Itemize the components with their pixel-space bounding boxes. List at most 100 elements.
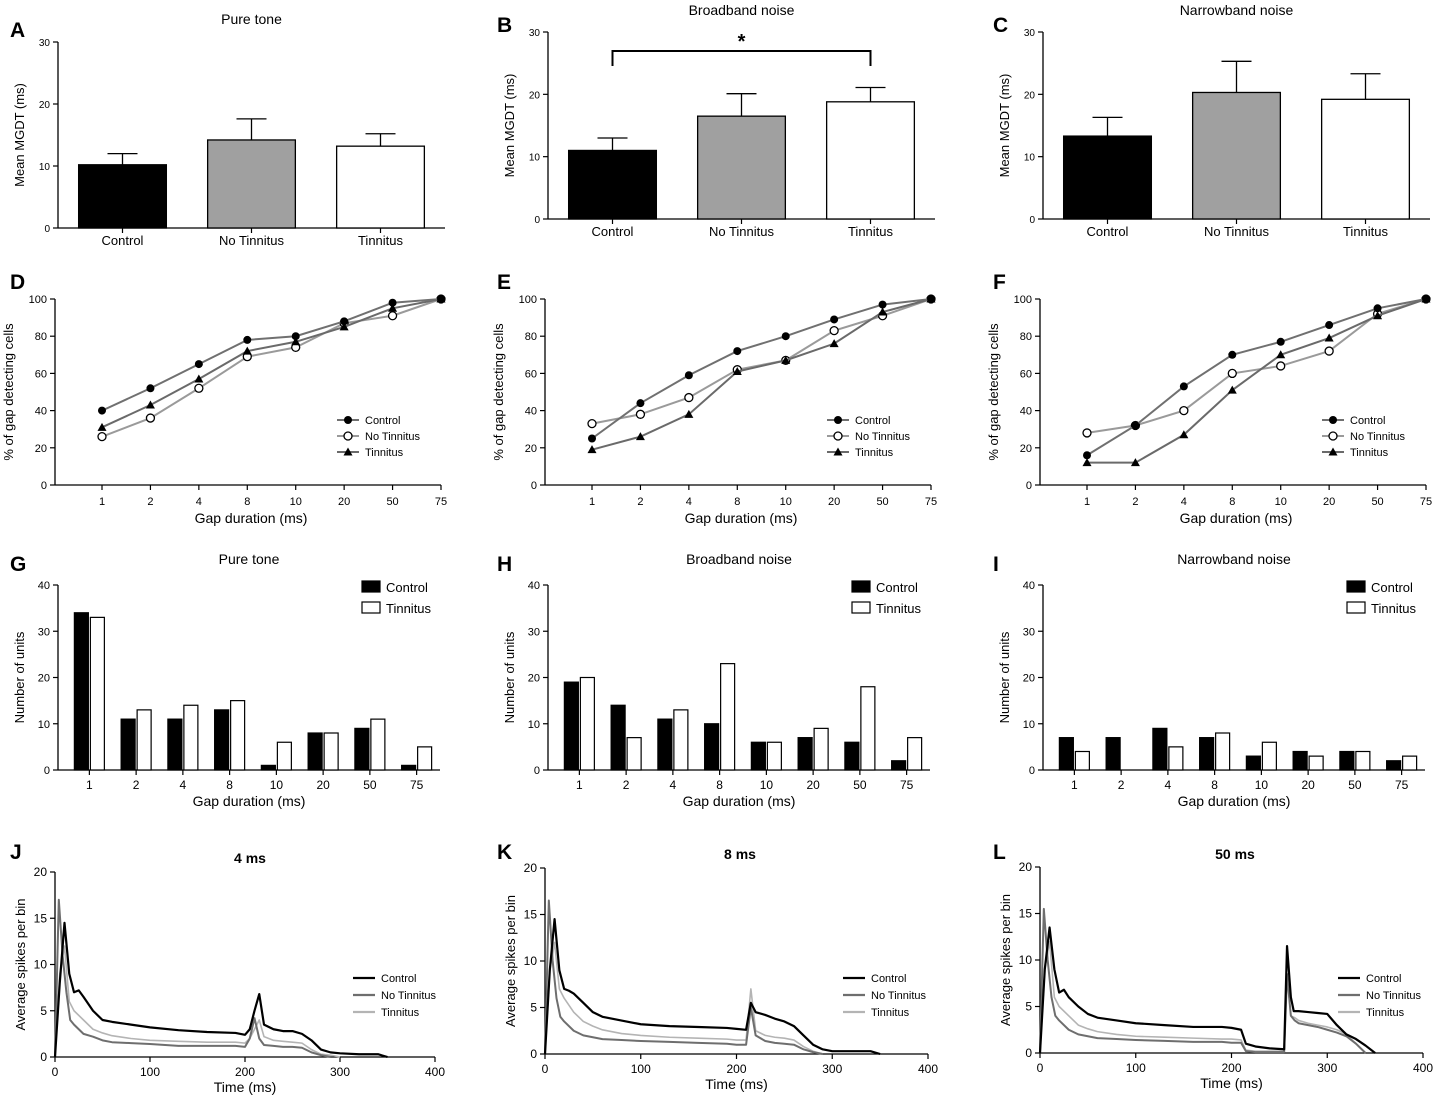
x-tick-label: 75 bbox=[410, 778, 424, 792]
point-no-tinnitus bbox=[97, 431, 107, 442]
y-tick-label: 30 bbox=[1024, 28, 1036, 39]
legend-marker bbox=[833, 431, 843, 441]
bar-control bbox=[120, 718, 136, 771]
y-tick-label: 0 bbox=[530, 1047, 537, 1061]
bar-control bbox=[401, 764, 417, 771]
bar-tinnitus bbox=[1074, 750, 1090, 771]
point-tinnitus bbox=[1276, 350, 1286, 359]
y-tick-label: 30 bbox=[529, 28, 541, 39]
panel-letter-h: H bbox=[497, 553, 512, 576]
chart-panel-j: 4 ms 0 5 10 15 20 Average spikes per bin 0 100 20… bbox=[13, 850, 445, 1095]
legend-label: Tinnitus bbox=[871, 1007, 910, 1019]
point-control bbox=[243, 335, 252, 344]
bar-control bbox=[1058, 737, 1074, 771]
chart-panel-e: 0 20 40 60 80 100 % of gap detecting cells 1 2 4 8… bbox=[491, 294, 937, 526]
y-tick-label: 20 bbox=[1023, 673, 1035, 685]
x-tick-label: 8 bbox=[1211, 778, 1218, 792]
point-tinnitus bbox=[145, 400, 155, 409]
y-tick-label: 0 bbox=[534, 765, 540, 777]
point-no-tinnitus bbox=[1324, 346, 1334, 356]
chart-panel-d: 0 20 40 60 80 100 % of gap detecting cells 1 2 4 8… bbox=[1, 294, 447, 526]
legend-swatch bbox=[851, 580, 871, 593]
legend-label: Tinnitus bbox=[386, 601, 432, 616]
x-tick-label: 10 bbox=[760, 778, 774, 792]
point-tinnitus bbox=[1082, 458, 1092, 467]
legend-label: Tinnitus bbox=[1350, 447, 1389, 459]
x-tick-label: 2 bbox=[1118, 778, 1125, 792]
point-control bbox=[588, 434, 596, 443]
y-tick-label: 10 bbox=[1019, 953, 1033, 967]
point-control bbox=[636, 399, 645, 408]
point-control bbox=[1179, 382, 1188, 391]
y-tick-label: 30 bbox=[1023, 626, 1035, 638]
point-no-tinnitus bbox=[1227, 368, 1237, 379]
bar-tinnitus bbox=[276, 741, 292, 771]
legend-label: Control bbox=[871, 973, 906, 985]
x-tick-label: 10 bbox=[780, 496, 792, 508]
point-tinnitus bbox=[291, 337, 301, 346]
bar-no-tinnitus bbox=[1191, 91, 1282, 220]
y-tick-label: 80 bbox=[1020, 331, 1032, 343]
x-tick-label: No Tinnitus bbox=[709, 224, 775, 239]
chart-title: 50 ms bbox=[1215, 846, 1255, 862]
bar-control bbox=[1062, 135, 1153, 220]
legend-marker bbox=[1329, 416, 1337, 424]
point-tinnitus bbox=[587, 445, 597, 454]
point-tinnitus bbox=[878, 307, 888, 316]
y-tick-label: 100 bbox=[519, 294, 537, 306]
panel-letter-f: F bbox=[993, 271, 1006, 294]
x-tick-label: 0 bbox=[542, 1062, 549, 1076]
bar-tinnitus bbox=[825, 101, 916, 220]
y-tick-label: 40 bbox=[528, 580, 540, 592]
point-control bbox=[1228, 350, 1237, 359]
y-tick-label: 15 bbox=[524, 908, 538, 922]
bar-tinnitus bbox=[1261, 741, 1277, 771]
y-tick-label: 60 bbox=[35, 368, 47, 380]
series-line-control bbox=[1086, 298, 1427, 457]
chart-panel-b: Broadband noise 0 10 20 30 Mean MGDT (ms) Cont… bbox=[502, 2, 935, 239]
y-tick-label: 80 bbox=[525, 331, 537, 343]
point-control bbox=[927, 295, 935, 303]
bar-tinnitus bbox=[673, 709, 689, 771]
point-control bbox=[98, 406, 106, 415]
x-tick-label: Control bbox=[102, 233, 144, 248]
series-line-control bbox=[101, 298, 442, 412]
point-control bbox=[878, 300, 887, 309]
legend-label: Control bbox=[381, 973, 416, 985]
x-tick-label: 50 bbox=[1371, 496, 1383, 508]
bar-tinnitus bbox=[1308, 755, 1324, 771]
point-tinnitus bbox=[829, 339, 839, 348]
y-axis-label: Average spikes per bin bbox=[13, 898, 28, 1030]
legend-label: No Tinnitus bbox=[381, 990, 437, 1002]
y-tick-label: 0 bbox=[41, 480, 47, 492]
chart-panel-g: Pure tone 0 10 20 30 40 Number of units 1 2 4 8 10 2… bbox=[12, 551, 440, 809]
y-tick-label: 40 bbox=[35, 406, 47, 418]
series-line-no-tinnitus bbox=[544, 899, 823, 1055]
x-axis-label: Time (ms) bbox=[214, 1079, 276, 1095]
legend-label: Control bbox=[876, 580, 918, 595]
point-tinnitus bbox=[1373, 311, 1383, 320]
x-tick-label: 10 bbox=[1275, 496, 1287, 508]
point-control bbox=[146, 384, 155, 393]
y-tick-label: 40 bbox=[525, 406, 537, 418]
y-tick-label: 0 bbox=[44, 224, 50, 235]
series-line-control bbox=[53, 921, 388, 1059]
panel-letter-d: D bbox=[10, 271, 25, 294]
bar-tinnitus bbox=[860, 686, 876, 771]
bar-tinnitus bbox=[370, 718, 386, 771]
bar-tinnitus bbox=[720, 663, 736, 771]
x-tick-label: Tinnitus bbox=[358, 233, 404, 248]
x-tick-label: 0 bbox=[1037, 1061, 1044, 1075]
x-tick-label: 8 bbox=[226, 778, 233, 792]
x-tick-label: 4 bbox=[670, 778, 677, 792]
bar-control bbox=[260, 764, 276, 771]
y-axis-label: Mean MGDT (ms) bbox=[12, 83, 27, 187]
x-axis-label: Gap duration (ms) bbox=[1178, 793, 1291, 809]
y-tick-label: 20 bbox=[524, 861, 538, 875]
bar-control bbox=[750, 741, 766, 771]
chart-panel-i: Narrowband noise 0 10 20 30 40 Number of units… bbox=[997, 551, 1425, 809]
chart-title: 8 ms bbox=[724, 846, 756, 862]
bar-tinnitus bbox=[1402, 755, 1418, 771]
y-tick-label: 0 bbox=[1025, 1046, 1032, 1060]
x-axis-label: Gap duration (ms) bbox=[195, 510, 308, 526]
